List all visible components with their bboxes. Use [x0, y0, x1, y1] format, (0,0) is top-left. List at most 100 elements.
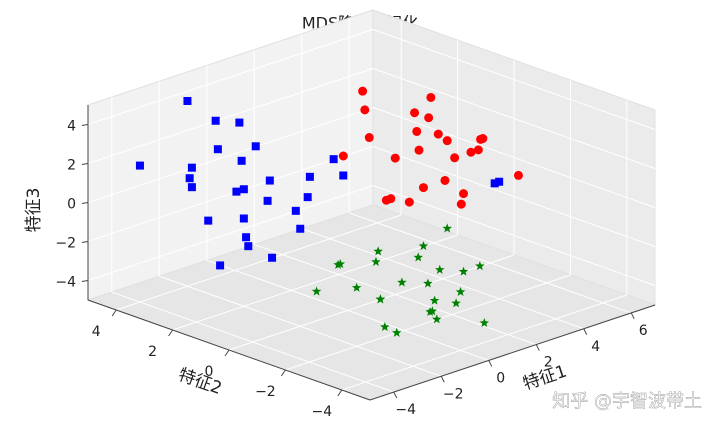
grid-line	[372, 185, 656, 286]
z-tick-label: 4	[67, 119, 76, 135]
z-tick-label: 0	[67, 197, 76, 213]
x-tick-label: −2	[443, 386, 464, 402]
grid-line	[87, 146, 374, 242]
tick-mark	[337, 389, 343, 397]
grid-line	[116, 214, 402, 311]
point	[364, 133, 374, 143]
point	[456, 199, 466, 209]
tick-mark	[81, 202, 89, 204]
point	[413, 252, 424, 262]
z-tick-label: −4	[55, 275, 76, 291]
point	[442, 136, 452, 146]
point	[455, 286, 466, 296]
point	[475, 261, 485, 271]
point	[412, 126, 422, 136]
point	[410, 108, 420, 118]
point	[429, 295, 440, 305]
point	[235, 118, 244, 127]
grid-line	[87, 185, 374, 281]
point	[397, 277, 407, 287]
x-tick-label: 2	[544, 355, 553, 371]
point	[185, 174, 194, 183]
point	[490, 179, 499, 188]
point	[329, 155, 338, 164]
axis-line	[369, 304, 656, 401]
grid-line	[372, 146, 656, 247]
point	[391, 327, 402, 337]
point	[479, 318, 490, 328]
point	[458, 266, 469, 276]
grid-line	[372, 107, 656, 208]
point	[459, 189, 469, 199]
point	[333, 259, 343, 269]
tick-mark	[583, 328, 588, 335]
z-axis-label: 特征3	[24, 188, 44, 233]
point	[213, 145, 222, 154]
tick-mark	[224, 349, 230, 357]
y-tick-label: 4	[92, 324, 101, 340]
tick-mark	[81, 280, 89, 282]
point	[390, 153, 400, 163]
point	[291, 206, 300, 215]
tick-mark	[111, 309, 117, 317]
axis-line	[87, 299, 371, 401]
point	[242, 233, 251, 242]
point	[239, 185, 248, 194]
point	[495, 177, 504, 186]
grid-line	[285, 274, 571, 371]
grid-line	[372, 68, 656, 169]
y-axis-label: 特征2	[176, 365, 225, 399]
x-axis-label: 特征1	[521, 362, 570, 395]
grid-line	[87, 29, 374, 125]
point	[432, 314, 442, 324]
point	[418, 241, 429, 251]
x-tick-label: 0	[496, 370, 505, 386]
grid-line	[87, 68, 374, 164]
point	[380, 322, 390, 332]
point	[232, 187, 241, 196]
point	[251, 142, 260, 151]
y-tick-label: 0	[205, 364, 214, 380]
tick-mark	[168, 329, 174, 337]
point	[442, 223, 452, 233]
x-tick-label: 4	[591, 339, 600, 355]
watermark: 知乎 @宇智波带土	[552, 391, 702, 412]
point	[451, 298, 461, 308]
point	[237, 156, 246, 165]
point	[339, 171, 348, 180]
tick-mark	[81, 241, 89, 243]
point	[404, 197, 414, 207]
point	[473, 145, 483, 155]
point	[187, 183, 196, 192]
point	[216, 261, 225, 270]
tick-mark	[393, 391, 398, 399]
point	[296, 224, 305, 233]
tick-mark	[488, 360, 493, 367]
point	[373, 246, 383, 256]
point	[358, 86, 368, 96]
point	[427, 306, 438, 316]
point	[265, 176, 274, 185]
point	[244, 242, 253, 251]
point	[423, 278, 433, 288]
tick-mark	[535, 344, 540, 351]
point	[381, 195, 391, 205]
point	[418, 183, 428, 193]
point	[440, 175, 450, 185]
point	[433, 129, 443, 139]
z-tick-label: −2	[55, 236, 76, 252]
point	[426, 92, 436, 102]
point	[268, 253, 277, 262]
point	[478, 134, 488, 144]
point	[211, 116, 220, 125]
point	[375, 294, 386, 304]
point	[204, 216, 213, 225]
grid-line	[372, 29, 656, 130]
grid-line	[172, 234, 458, 331]
tick-mark	[630, 312, 635, 320]
point	[239, 214, 248, 223]
tick-mark	[81, 163, 89, 165]
point	[435, 264, 445, 274]
panes: −4 −2 0 2 4 6 −4 −2 0 2 4 −4 −2 0 2 4	[55, 9, 657, 420]
